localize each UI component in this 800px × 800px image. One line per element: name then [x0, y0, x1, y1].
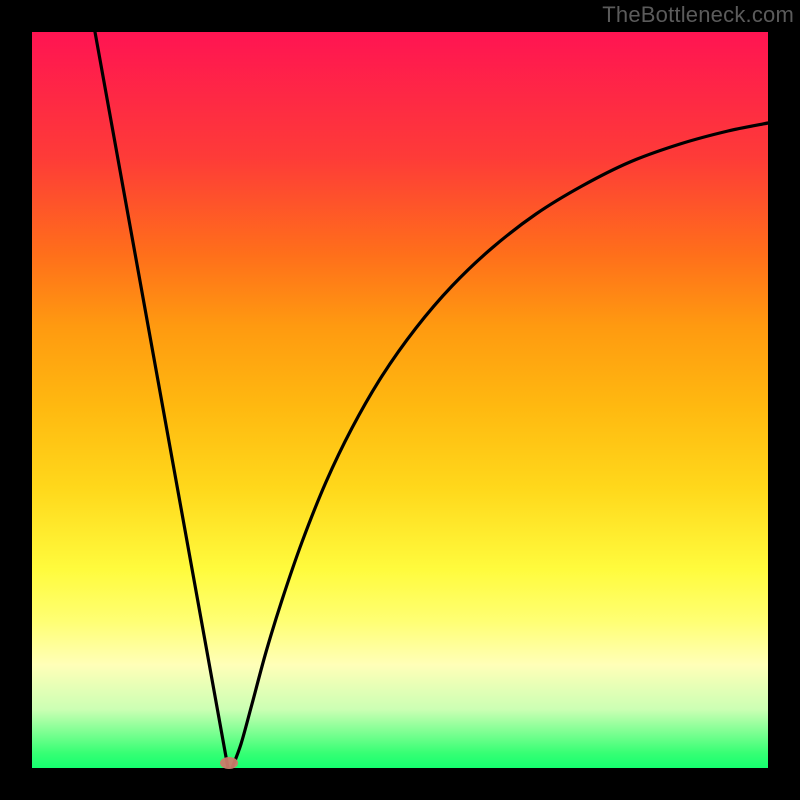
optimum-marker [220, 757, 238, 769]
watermark-text: TheBottleneck.com [602, 2, 794, 28]
curve-layer [0, 0, 800, 800]
bottleneck-curve-left [95, 32, 228, 768]
bottleneck-curve-right [232, 123, 768, 768]
chart-frame: { "canvas": { "width": 800, "height": 80… [0, 0, 800, 800]
